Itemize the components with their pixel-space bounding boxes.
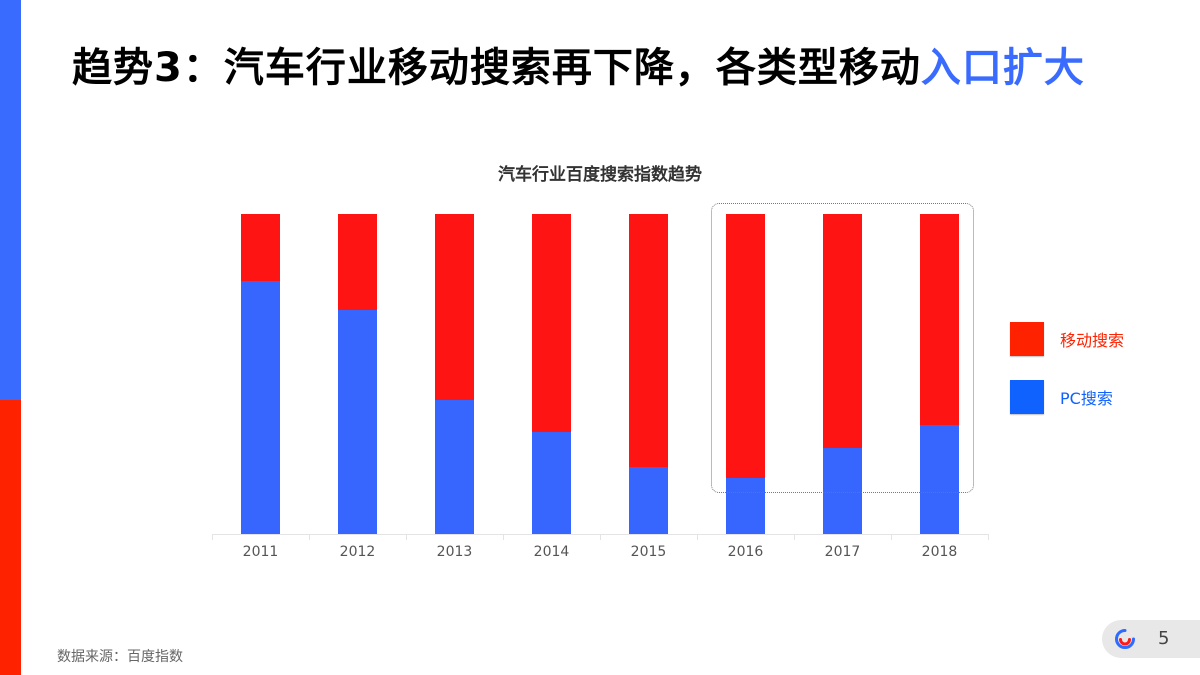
bar-segment-mobile <box>629 214 668 467</box>
x-tick-label: 2013 <box>436 544 473 560</box>
x-tick <box>600 534 601 540</box>
bar-2016 <box>726 214 765 534</box>
x-tick-label: 2018 <box>921 544 958 560</box>
bar-2015 <box>629 214 668 534</box>
legend-swatch-mobile <box>1010 322 1044 356</box>
data-source: 数据来源：百度指数 <box>57 649 183 665</box>
x-tick-label: 2011 <box>242 544 279 560</box>
bar-segment-pc <box>338 310 377 534</box>
legend-item-pc: PC搜索 <box>1010 380 1113 414</box>
page-indicator: 5 <box>1102 620 1200 658</box>
bar-segment-pc <box>241 281 280 534</box>
bar-2018 <box>920 214 959 534</box>
bar-segment-mobile <box>726 214 765 478</box>
x-tick <box>406 534 407 540</box>
bar-2012 <box>338 214 377 534</box>
bar-2011 <box>241 214 280 534</box>
bar-segment-pc <box>920 425 959 534</box>
bar-segment-mobile <box>338 214 377 310</box>
bar-2017 <box>823 214 862 534</box>
highlight-box-2016-2018 <box>711 203 974 493</box>
bar-segment-mobile <box>435 214 474 400</box>
bar-segment-pc <box>435 399 474 534</box>
x-tick <box>309 534 310 540</box>
side-accent-bar-blue <box>0 0 21 400</box>
legend-label-pc: PC搜索 <box>1060 389 1113 408</box>
slide-title: 趋势3：汽车行业移动搜索再下降，各类型移动入口扩大 <box>72 40 1085 96</box>
brand-logo-icon <box>1115 629 1135 649</box>
legend-item-mobile: 移动搜索 <box>1010 322 1124 356</box>
x-tick-label: 2017 <box>824 544 861 560</box>
bar-segment-pc <box>629 466 668 534</box>
bar-segment-pc <box>532 431 571 534</box>
x-tick <box>891 534 892 540</box>
x-tick <box>212 534 213 540</box>
title-prefix: 趋势3：汽车行业移动搜索再下降，各类型移动 <box>72 45 921 91</box>
x-tick-label: 2012 <box>339 544 376 560</box>
chart-title: 汽车行业百度搜索指数趋势 <box>498 165 702 185</box>
side-accent-bar-red <box>0 400 21 675</box>
bar-segment-mobile <box>823 214 862 448</box>
title-highlight: 入口扩大 <box>920 45 1085 91</box>
x-tick <box>988 534 989 540</box>
legend-label-mobile: 移动搜索 <box>1060 331 1125 350</box>
x-tick-label: 2014 <box>533 544 570 560</box>
x-tick <box>794 534 795 540</box>
x-tick <box>503 534 504 540</box>
x-tick <box>697 534 698 540</box>
bar-segment-pc <box>726 478 765 534</box>
page-number: 5 <box>1158 628 1170 649</box>
bar-segment-mobile <box>241 214 280 282</box>
x-tick-label: 2016 <box>727 544 764 560</box>
bar-segment-mobile <box>532 214 571 432</box>
x-tick-label: 2015 <box>630 544 667 560</box>
bar-segment-pc <box>823 447 862 534</box>
bar-segment-mobile <box>920 214 959 426</box>
legend-swatch-pc <box>1010 380 1044 414</box>
bar-2014 <box>532 214 571 534</box>
chart-plot-area <box>212 214 988 534</box>
bar-2013 <box>435 214 474 534</box>
